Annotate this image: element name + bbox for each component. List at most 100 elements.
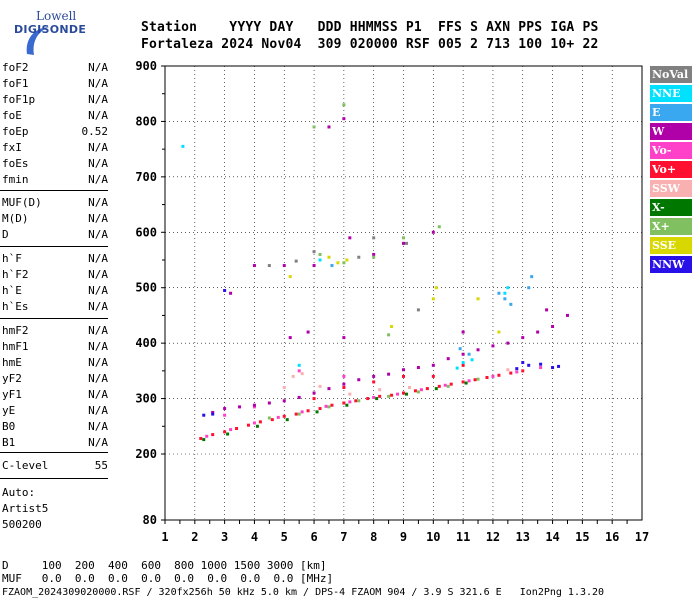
echo-point-w [238,405,242,409]
echo-point-sse [476,297,480,301]
echo-point-x- [342,261,346,265]
param-name: foF1 [2,77,29,90]
echo-point-vo- [443,383,447,387]
legend-item-sse: SSE [650,237,692,254]
echo-point-x- [437,225,441,229]
legend-item-nne: NNE [650,85,692,102]
header-labels: Station YYYY DAY DDD HHMMSS P1 FFS S AXN… [141,20,599,35]
echo-point-vo- [491,374,495,378]
echo-point-nnw [202,413,206,417]
param-name: fmin [2,173,29,186]
echo-point-x- [476,377,480,381]
echo-point-vo- [461,380,465,384]
legend-item-noval: NoVal [650,66,692,83]
echo-point-vo- [300,410,304,414]
echo-point-vo- [425,387,429,391]
echo-point-vo- [342,385,346,389]
echo-point-vo- [246,423,250,427]
param-row-fof2: foF2 N/A [2,61,108,77]
param-row-hme: hmE N/A [2,356,108,372]
echo-point-vo- [539,366,543,370]
param-row-hmf2: hmF2 N/A [2,324,108,340]
y-tick-label: 500 [135,281,157,295]
swoosh-icon [26,27,50,55]
echo-point-noval [416,308,420,312]
param-name: foF1p [2,93,36,106]
echo-point-x- [327,405,331,409]
echo-point-vo- [413,389,417,393]
echo-point-ssw [282,385,286,389]
echo-point-x- [267,416,271,420]
autoscaling-version: 500200 [2,518,42,531]
param-row-h-e: h`E N/A [2,284,108,300]
x-tick-label: 15 [575,530,589,544]
echo-point-nne [318,258,322,262]
echo-point-x- [387,333,391,337]
echo-point-vo- [252,421,256,425]
legend-item-nnw: NNW [650,256,692,273]
echo-point-nnw [223,288,227,292]
param-name: hmF1 [2,340,29,353]
param-name: h`E [2,284,22,297]
panel-separator [0,246,108,247]
echo-point-x- [416,390,420,394]
echo-point-w [461,352,465,356]
echo-point-w [252,264,256,268]
param-value: N/A [88,356,108,369]
param-name: foEs [2,157,29,170]
param-value: N/A [88,284,108,297]
echo-point-vo- [497,373,501,377]
param-row-d: D N/A [2,228,108,244]
echo-point-w [223,407,227,411]
echo-point-w [267,401,271,405]
echo-point-w [282,264,286,268]
echo-point-noval [357,255,361,259]
echo-point-w [312,391,316,395]
param-value: N/A [88,340,108,353]
param-value: 55 [94,459,108,472]
echo-point-vo- [372,380,376,384]
echo-point-nne [506,286,510,290]
autoscaling-label: Auto: [2,486,36,499]
echo-point-w [402,241,405,245]
x-tick-label: 7 [340,530,347,544]
x-tick-label: 11 [456,530,470,544]
param-row-fof1: foF1 N/A [2,77,108,93]
x-tick-label: 14 [545,530,559,544]
param-name: yF2 [2,372,22,385]
param-value: N/A [88,436,108,449]
echo-point-w [342,117,346,121]
y-tick-label: 200 [135,447,157,461]
x-tick-label: 17 [635,530,649,544]
echo-point-vo- [294,412,298,416]
echo-point-w [476,348,480,352]
echo-point-vo- [431,374,435,378]
echo-point-sse [336,261,340,265]
echo-point-vo- [223,413,227,417]
echo-point-sse [497,330,501,334]
y-tick-label: 400 [135,336,157,350]
param-name: foEp [2,125,29,138]
echo-point-vo- [521,369,525,373]
param-row-h-f2: h`F2 N/A [2,268,108,284]
footer-distance-line: D 100 200 400 600 800 1000 1500 3000 [km… [2,559,327,572]
echo-point-nne [297,363,301,367]
legend-item-e: E [650,104,692,121]
y-tick-label: 700 [135,170,157,184]
echo-point-e [527,286,531,290]
param-value: N/A [88,141,108,154]
echo-point-sse [434,286,438,290]
echo-point-vo- [473,378,477,382]
param-name: h`F2 [2,268,29,281]
echo-point-e [530,275,534,279]
legend-item-x-: X- [650,199,692,216]
footer-muf-line: MUF 0.0 0.0 0.0 0.0 0.0 0.0 0.0 0.0 [MHz… [2,572,334,585]
param-name: D [2,228,9,241]
param-value: N/A [88,212,108,225]
echo-point-w [431,230,435,234]
param-value: N/A [88,300,108,313]
param-value: N/A [88,372,108,385]
param-name: foE [2,109,22,122]
echo-point-w [551,325,555,329]
